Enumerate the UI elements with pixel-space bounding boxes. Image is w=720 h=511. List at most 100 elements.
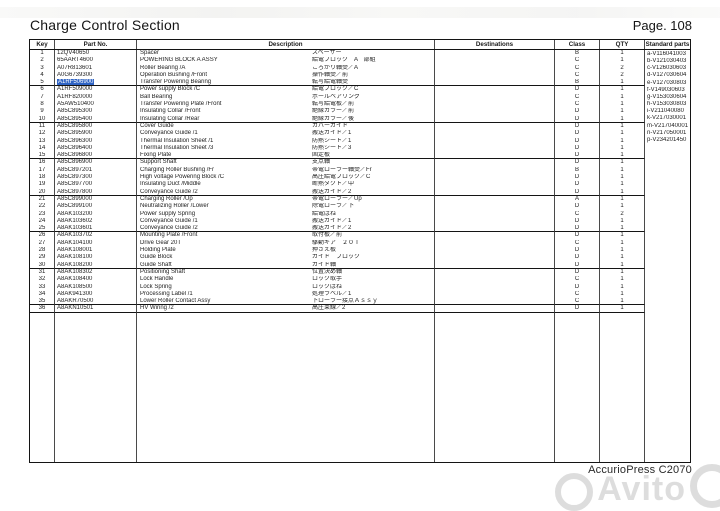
part-no-text: A8AK103602 xyxy=(57,217,93,224)
cell-key: 1 xyxy=(30,50,55,58)
part-no-text: A5AW510400 xyxy=(57,101,94,108)
cell-destinations xyxy=(435,268,555,277)
table-row: 23 A8AK103200 Power supply Spring 給電ばね C 2 xyxy=(30,210,645,218)
cell-destinations xyxy=(435,195,555,204)
cell-key: 33 xyxy=(30,283,55,291)
part-no-text: A85C896900 xyxy=(57,159,93,166)
table-row: 16 A85C896900 Support Shaft 支点軸 D 1 xyxy=(30,159,645,167)
part-no-text: A85C895400 xyxy=(57,115,93,122)
cell-description-en: Thermal Insulation Sheet /1 xyxy=(140,137,214,144)
selected-part-no[interactable]: A1RF506900 xyxy=(57,79,95,86)
cell-description-en: Lower Roller Contact Assy xyxy=(137,298,310,306)
cell-description-en: Holding Plate xyxy=(140,247,176,254)
cell-qty: 1 xyxy=(600,79,645,87)
cell-qty: 1 xyxy=(600,290,645,299)
cell-key: 9 xyxy=(30,108,55,116)
cell-description-jp: 処理ラベル／1 xyxy=(310,290,435,299)
cell-description-en: Transfer Powering Plate /Front xyxy=(140,101,222,108)
table-rows-area: 1 12QV40650 Spacer スペーサー B 1 2 65AART4600 POWERI… xyxy=(30,50,645,462)
cell-class: D xyxy=(555,130,600,138)
cell-description-en: Thermal Insulation Sheet /3 xyxy=(140,144,214,151)
cell-description-en: Charging Roller /Up xyxy=(140,195,193,202)
table-rows: 1 12QV40650 Spacer スペーサー B 1 2 65AART4600 POWERI… xyxy=(30,50,645,313)
cell-description-en: Insulating Collar /Front xyxy=(140,108,201,115)
part-no-text: A8AK103702 xyxy=(57,232,93,239)
cell-description-jp: 給電ブロック A 部組 xyxy=(310,57,435,65)
cell-class: D xyxy=(555,174,600,182)
table-row: 24 A8AK103602 Conveyance Guide /1 搬送ガイド／1 D 1 xyxy=(30,217,645,226)
table-header-row: Key Part No. Description Destinations Cl… xyxy=(30,40,690,50)
cell-key: 24 xyxy=(30,217,55,226)
cell-description-jp: ガイド軸 xyxy=(310,261,435,269)
cell-description-en: Power supply Spring xyxy=(140,210,196,217)
cell-description-jp: 下ローラー接点Ａｓｓｙ xyxy=(310,298,435,306)
cell-class: C xyxy=(555,210,600,218)
cell-key: 27 xyxy=(30,239,55,248)
cell-part-no: A07R813601 xyxy=(55,64,137,72)
cell-part-no: A85C896400 xyxy=(55,144,137,153)
cell-class: D xyxy=(555,122,600,131)
part-no-text: A85C897700 xyxy=(57,181,93,188)
cell-key: 32 xyxy=(30,276,55,284)
cell-destinations xyxy=(435,210,555,218)
cell-description-jp: 給電ばね xyxy=(310,210,435,218)
cell-destinations xyxy=(435,225,555,233)
cell-description-en: Guide Block xyxy=(140,254,173,261)
cell-destinations xyxy=(435,203,555,211)
cell-description-jp: 搬送ガイド／2 xyxy=(310,225,435,233)
part-no-text: A85C896800 xyxy=(57,152,93,159)
cell-destinations xyxy=(435,298,555,306)
cell-qty: 1 xyxy=(600,217,645,226)
cell-description-en: Processing Label /1 xyxy=(140,290,193,297)
cell-part-no: A8AK108100 xyxy=(55,254,137,262)
cell-description-jp: ころがり軸受／A xyxy=(310,64,435,72)
cell-qty: 1 xyxy=(600,283,645,291)
cell-destinations xyxy=(435,276,555,284)
cell-key: 34 xyxy=(30,290,55,299)
cell-description-en: Conveyance Guide /2 xyxy=(137,225,310,233)
empty-cell xyxy=(310,312,435,462)
part-no-text: A85C895800 xyxy=(57,122,93,129)
cell-part-no: A8AK103601 xyxy=(55,225,137,233)
table-row: 13 A85C896300 Thermal Insulation Sheet /1 防… xyxy=(30,137,645,145)
table-row: 11 A85C895800 Cover Guide カバーガイド D 1 xyxy=(30,122,645,131)
cell-key: 31 xyxy=(30,268,55,277)
cell-description-en: Operation Bushing /Front xyxy=(140,71,208,78)
part-no-text: A8AK104100 xyxy=(57,239,93,246)
table-row: 27 A8AK104100 Drive Gear 20T 駆動ギア ２０Ｔ C 1 xyxy=(30,239,645,248)
cell-part-no: 12QV40650 xyxy=(55,50,137,58)
cell-part-no: A85C899100 xyxy=(55,203,137,211)
part-no-text: A8AK108100 xyxy=(57,254,93,261)
standard-part-entry: h-V153030803 xyxy=(647,101,687,108)
cell-part-no: A85C897700 xyxy=(55,181,137,189)
header-standard-parts: Standard parts xyxy=(645,41,690,48)
part-no-text: A8AK108001 xyxy=(57,247,93,254)
cell-destinations xyxy=(435,71,555,80)
table-row: 9 A85C895300 Insulating Collar /Front 絶縁カラー… xyxy=(30,108,645,116)
cell-destinations xyxy=(435,137,555,145)
cell-qty: 1 xyxy=(600,152,645,160)
cell-description-en: Support Shaft xyxy=(140,159,177,166)
part-no-text: A8AKR70500 xyxy=(57,298,94,305)
cell-destinations xyxy=(435,261,555,269)
cell-description-jp: スペーサー xyxy=(310,50,435,58)
cell-destinations xyxy=(435,144,555,153)
cell-description-en: Mounting Plate /Front xyxy=(140,232,198,239)
table-row: 30 A8AK108200 Guide Shaft ガイド軸 D 1 xyxy=(30,261,645,269)
cell-key: 21 xyxy=(30,195,55,204)
cell-description-en: Fixing Plate xyxy=(137,152,310,160)
standard-part-entry: b-V121030403 xyxy=(647,58,687,65)
cell-class: C xyxy=(555,71,600,80)
cell-key: 30 xyxy=(30,261,55,269)
standard-part-entry: k-V217030001 xyxy=(647,115,687,122)
cell-destinations xyxy=(435,166,555,175)
standard-part-entry: c-V126030603 xyxy=(647,65,687,72)
cell-description-jp: 断熱ダクト／中 xyxy=(310,181,435,189)
standard-part-entry: f-V149030603 xyxy=(647,86,685,93)
page-title: Charge Control Section xyxy=(30,17,180,33)
cell-description-jp: 固定板 xyxy=(310,152,435,160)
cell-qty: 1 xyxy=(600,188,645,196)
cell-part-no: A8AKN10501 xyxy=(55,305,137,313)
cell-key: 36 xyxy=(30,305,55,313)
part-no-text: A0G6739300 xyxy=(57,71,93,78)
